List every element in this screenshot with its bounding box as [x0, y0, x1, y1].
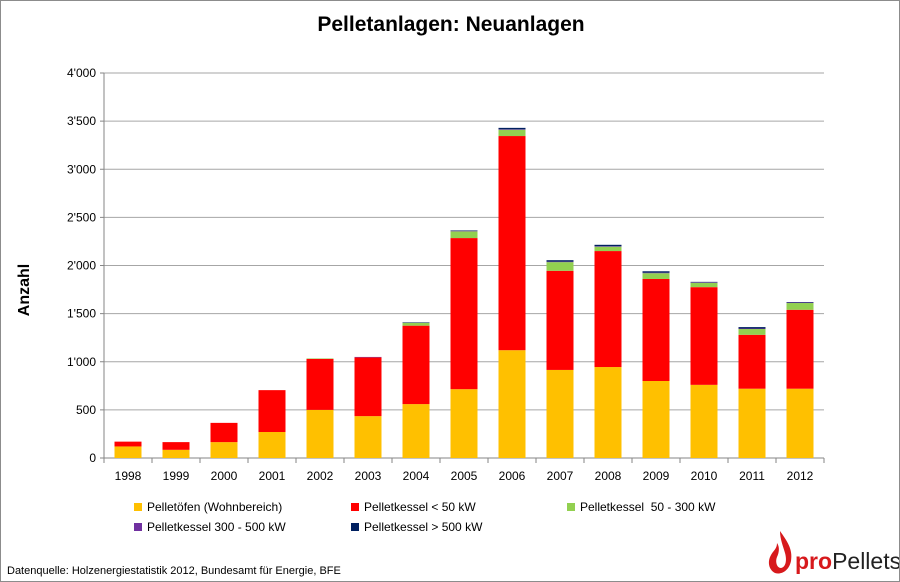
plot-area: 0 500 1'000 1'500 2'000 2'500 3'000 3'500 4'000 1…	[67, 66, 825, 483]
y-tick-label: 3'000	[67, 162, 96, 176]
bar-segment-1-2005	[450, 238, 478, 390]
bar-segment-1-2008	[594, 251, 622, 368]
bar-segment-4-2009	[642, 271, 670, 273]
x-tick-label: 2006	[499, 469, 526, 483]
x-tick-label: 1999	[163, 469, 190, 483]
bar-segment-2-2008	[594, 246, 622, 252]
bar-segment-1-2000	[210, 422, 238, 443]
bar-segment-0-2005	[450, 389, 478, 458]
legend-label: Pelletkessel 300 - 500 kW	[147, 520, 286, 534]
bar-segment-0-2000	[210, 442, 238, 458]
bar-segment-1-1998	[114, 441, 142, 447]
bar-segment-1-2009	[642, 278, 670, 381]
y-tick-label: 2'500	[67, 210, 96, 224]
legend-swatch	[134, 503, 142, 511]
bar-segment-0-1998	[114, 446, 142, 458]
bar-segment-4-2007	[546, 260, 574, 262]
legend-label: Pelletkessel > 500 kW	[364, 520, 483, 534]
bar-segment-4-2006	[498, 127, 526, 130]
legend-item-4: Pelletkessel > 500 kW	[351, 520, 482, 534]
y-tick-label: 1'500	[67, 307, 96, 321]
bar-segment-2-2006	[498, 129, 526, 137]
x-tick-label: 2002	[307, 469, 334, 483]
x-tick-label: 2000	[211, 469, 238, 483]
y-tick-label: 500	[76, 403, 96, 417]
y-tick-label: 3'500	[67, 114, 96, 128]
x-tick-label: 2005	[451, 469, 478, 483]
chart-title: Pelletanlagen: Neuanlagen	[317, 13, 585, 36]
y-tick-label: 4'000	[67, 66, 96, 80]
legend-item-2: Pelletkessel 50 - 300 kW	[567, 500, 715, 514]
x-tick-label: 2001	[259, 469, 286, 483]
data-source-note: Datenquelle: Holzenergiestatistik 2012, …	[7, 565, 341, 577]
legend-label: Pelletöfen (Wohnbereich)	[147, 500, 283, 514]
bar-segment-0-2007	[546, 369, 574, 458]
logo-text-rest: Pellets.ch	[832, 548, 900, 574]
legend-item-1: Pelletkessel < 50 kW	[351, 500, 476, 514]
propellets-logo: proPellets.ch	[767, 529, 900, 575]
legend-label: Pelletkessel < 50 kW	[364, 500, 476, 514]
bar-segment-1-2003	[354, 357, 382, 417]
bar-segment-1-2012	[786, 309, 814, 389]
bar-segment-0-2002	[306, 409, 334, 458]
bar-segment-1-2006	[498, 136, 526, 351]
x-tick-label: 2009	[643, 469, 670, 483]
x-tick-label: 2011	[739, 469, 765, 483]
legend-swatch	[567, 503, 575, 511]
legend-swatch	[351, 503, 359, 511]
x-tick-label: 2008	[595, 469, 622, 483]
logo-text: proPellets.ch	[795, 548, 900, 575]
bar-segment-0-2003	[354, 416, 382, 458]
legend-item-3: Pelletkessel 300 - 500 kW	[134, 520, 286, 534]
bar-segment-1-2011	[738, 334, 766, 389]
bar-segment-1-2004	[402, 325, 430, 405]
bar-segment-1-2002	[306, 358, 334, 410]
logo-text-bold: pro	[795, 548, 833, 574]
bar-segment-2-2005	[450, 231, 478, 239]
bar-segment-0-2006	[498, 350, 526, 458]
bar-segment-2-2011	[738, 329, 766, 335]
bar-segment-0-2008	[594, 367, 622, 458]
bar-segment-2-2010	[690, 282, 718, 288]
bar-segment-0-1999	[162, 449, 190, 458]
x-tick-label: 2007	[547, 469, 574, 483]
y-tick-label: 2'000	[67, 259, 96, 273]
bar-segment-1-2001	[258, 390, 286, 433]
bar-segment-1-1999	[162, 442, 190, 450]
x-tick-label: 1998	[115, 469, 142, 483]
bar-segment-0-2004	[402, 404, 430, 458]
bar-segment-0-2011	[738, 388, 766, 458]
legend-item-0: Pelletöfen (Wohnbereich)	[134, 500, 282, 514]
bar-segment-1-2010	[690, 287, 718, 385]
bar-segment-2-2009	[642, 273, 670, 279]
bar-segment-1-2007	[546, 270, 574, 370]
bar-segment-4-2008	[594, 244, 622, 247]
y-tick-label: 0	[89, 451, 96, 465]
bar-segment-0-2010	[690, 384, 718, 458]
y-tick-label: 1'000	[67, 355, 96, 369]
flame-icon	[768, 531, 792, 574]
x-tick-label: 2012	[787, 469, 814, 483]
legend-label: Pelletkessel 50 - 300 kW	[580, 500, 716, 514]
bar-segment-0-2012	[786, 388, 814, 458]
legend-swatch	[134, 523, 142, 531]
x-tick-label: 2004	[403, 469, 430, 483]
x-tick-label: 2003	[355, 469, 382, 483]
legend-swatch	[351, 523, 359, 531]
bar-segment-0-2001	[258, 432, 286, 458]
bar-segment-0-2009	[642, 381, 670, 458]
bar-segment-2-2007	[546, 262, 574, 271]
x-tick-label: 2010	[691, 469, 718, 483]
bar-segment-4-2011	[738, 327, 766, 329]
bar-segment-2-2012	[786, 303, 814, 310]
bar-segment-2-2004	[402, 322, 430, 326]
